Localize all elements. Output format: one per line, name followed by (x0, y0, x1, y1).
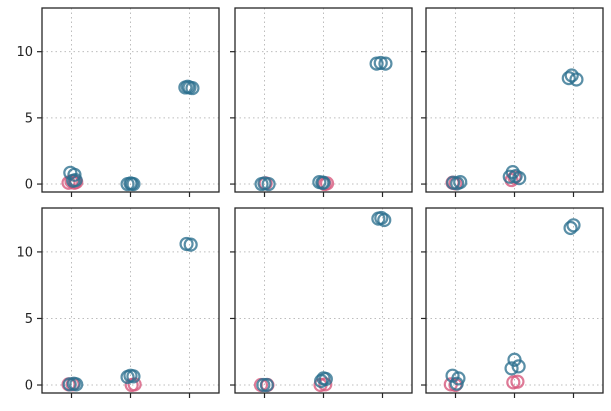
y-tick-label: 5 (25, 111, 33, 126)
data-point (511, 359, 526, 374)
data-point (126, 369, 141, 384)
data-point (569, 72, 584, 87)
subplot-4: 0 5 10 (16, 207, 220, 398)
y-tick-label: 0 (25, 178, 33, 193)
y-tick-label: 10 (16, 245, 33, 260)
data-point (127, 377, 142, 392)
data-point (67, 167, 82, 182)
data-point (566, 218, 581, 233)
data-point (561, 71, 576, 86)
data-point (378, 56, 393, 71)
data-point (66, 173, 81, 188)
data-point (510, 374, 525, 389)
data-point (261, 176, 276, 192)
data-point (316, 175, 331, 190)
data-point (563, 220, 578, 236)
data-point (124, 176, 139, 191)
data-point (449, 376, 464, 391)
subplot-6 (421, 207, 604, 398)
data-point (504, 361, 519, 376)
data-point (453, 174, 468, 190)
y-tick-label: 10 (16, 45, 33, 60)
data-point (180, 79, 195, 94)
subplot-1: 0 5 10 (16, 7, 220, 197)
y-tick-label: 5 (25, 312, 33, 327)
y-tick-label: 0 (25, 379, 33, 394)
subplot-5 (230, 207, 413, 398)
data-point (512, 171, 527, 186)
data-point (69, 377, 84, 392)
data-point (318, 371, 333, 387)
subplot-3 (421, 7, 604, 197)
data-point (183, 237, 198, 252)
data-point (377, 212, 392, 228)
subplot-2 (230, 7, 413, 197)
data-point (373, 55, 388, 71)
data-point (259, 377, 274, 393)
